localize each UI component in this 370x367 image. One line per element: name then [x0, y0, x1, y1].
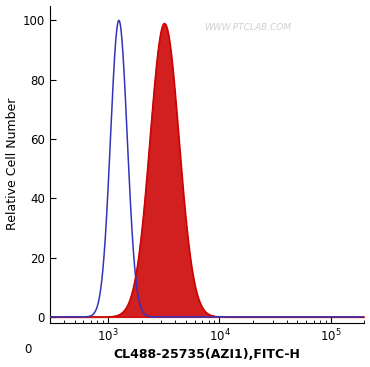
Text: WWW.PTCLAB.COM: WWW.PTCLAB.COM — [205, 23, 292, 32]
Text: 0: 0 — [24, 344, 31, 356]
Y-axis label: Relative Cell Number: Relative Cell Number — [6, 98, 18, 230]
X-axis label: CL488-25735(AZI1),FITC-H: CL488-25735(AZI1),FITC-H — [114, 348, 300, 361]
